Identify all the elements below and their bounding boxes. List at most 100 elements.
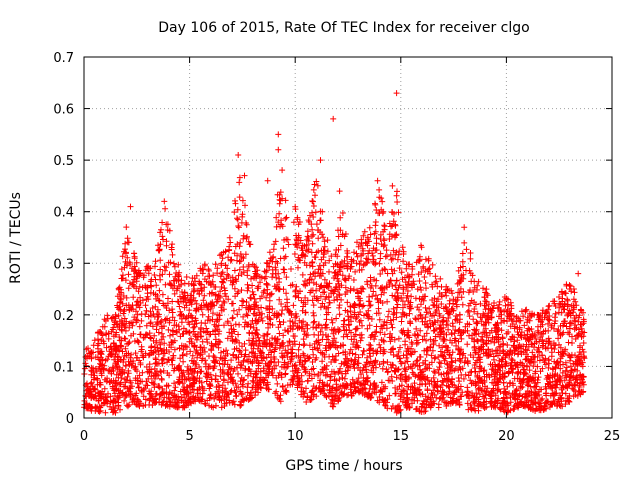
data-point [438,301,445,307]
data-point [435,354,442,360]
data-point [258,274,265,281]
data-point [391,293,398,300]
data-point [134,298,141,305]
data-point [310,214,317,220]
data-point [413,337,420,344]
data-point [233,345,240,352]
data-point [126,307,133,314]
data-point [497,308,504,315]
data-point [514,364,521,371]
data-point [175,323,182,330]
data-point [533,391,540,398]
data-point [250,303,257,310]
data-point [449,368,455,374]
data-point [430,374,437,381]
data-point [121,397,128,404]
data-point [188,357,195,364]
data-point [391,368,398,375]
data-point [339,231,346,238]
data-point [222,357,229,364]
data-point [96,408,103,415]
data-point [150,349,157,356]
data-point [317,304,324,311]
data-point [378,291,385,298]
data-point [122,376,128,383]
data-point [86,350,92,357]
data-point [503,351,510,358]
x-tick-label: 25 [604,429,621,444]
data-point [157,368,164,375]
data-point [571,289,578,296]
data-point [453,301,460,308]
data-point [281,255,288,262]
data-point [125,239,132,246]
data-point [108,315,115,322]
data-point [340,323,347,330]
data-point [142,302,149,309]
data-point [133,259,140,266]
data-point [275,131,282,138]
data-point [210,328,216,335]
data-point [358,252,365,259]
data-point [320,234,327,241]
data-point [524,319,531,326]
data-point [573,332,580,339]
data-point [351,304,358,311]
data-point [528,313,535,320]
data-point [143,263,150,270]
data-point [338,360,345,367]
data-point [524,335,531,342]
data-point [213,384,220,390]
data-point [539,307,546,314]
data-point [142,402,149,408]
data-point [393,277,400,284]
data-point [108,370,115,377]
data-point [135,338,142,345]
data-point [363,240,370,247]
data-point [175,261,182,268]
data-point [435,388,441,395]
data-point [524,381,531,388]
data-point [278,310,285,317]
data-point [518,401,525,408]
data-point [346,273,353,280]
data-point [135,339,142,346]
data-point [140,393,147,400]
data-point [198,333,205,340]
data-point [148,276,155,283]
data-point [338,296,345,303]
data-point [220,279,227,286]
data-point [320,247,327,254]
data-point [552,371,559,377]
data-point [266,249,273,256]
data-point [364,234,371,241]
data-point [464,384,471,391]
data-point [126,280,133,287]
data-point [119,348,126,355]
data-point [504,407,511,414]
data-point [168,282,175,289]
data-point [464,309,471,315]
data-point [376,361,383,368]
data-point [267,321,274,328]
data-point [122,258,129,265]
data-point [448,358,455,365]
data-point [143,322,150,329]
data-point [404,401,411,408]
data-point [335,286,341,293]
data-point [238,219,245,226]
data-point [387,317,394,324]
data-point [548,384,555,391]
data-point [574,379,581,386]
data-point [186,297,193,304]
data-point [537,323,544,330]
data-point [196,291,203,298]
data-point [169,357,176,364]
data-point [484,292,491,299]
data-point [214,378,221,385]
data-point [486,352,492,359]
data-point [88,388,95,395]
data-point [395,335,402,342]
data-point [502,362,509,369]
data-point [171,346,178,353]
